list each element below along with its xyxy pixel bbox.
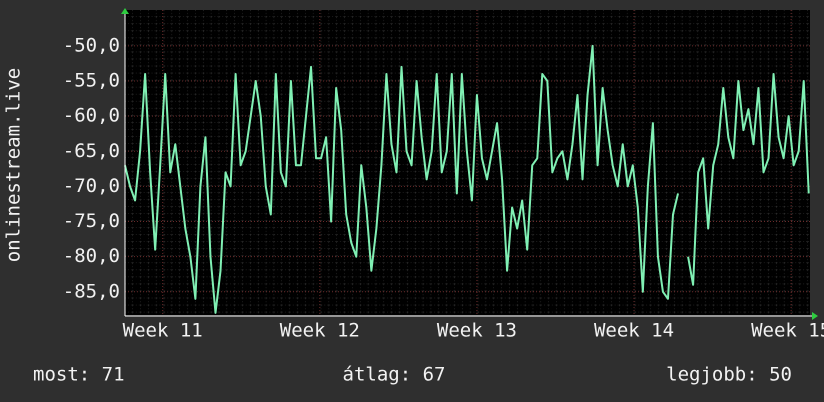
y-tick-label: -50,0 — [63, 34, 120, 56]
y-tick-label: -55,0 — [63, 69, 120, 91]
marks — [124, 44, 810, 314]
x-tick-label: Week 14 — [594, 320, 674, 342]
y-tick-label: -65,0 — [63, 140, 120, 162]
y-tick-label: -60,0 — [63, 105, 120, 127]
footer-average: átlag: 67 — [343, 364, 446, 386]
x-tick-label: Week 13 — [437, 320, 517, 342]
x-tick-label: Week 11 — [123, 320, 203, 342]
x-tick-label: Week 12 — [280, 320, 360, 342]
x-arrow — [812, 312, 818, 320]
y-tick-label: -75,0 — [63, 210, 120, 232]
footer-current: most: 71 — [33, 364, 125, 386]
footer-best: legjobb: 50 — [666, 364, 792, 386]
series-line — [124, 44, 810, 314]
y-tick-label: -85,0 — [63, 280, 120, 302]
y-tick-label: -80,0 — [63, 245, 120, 267]
y-axis-label: onlinestream.live — [3, 68, 25, 262]
x-tick-label: Week 15 — [751, 320, 824, 342]
y-tick-label: -70,0 — [63, 175, 120, 197]
y-arrow — [121, 8, 129, 14]
